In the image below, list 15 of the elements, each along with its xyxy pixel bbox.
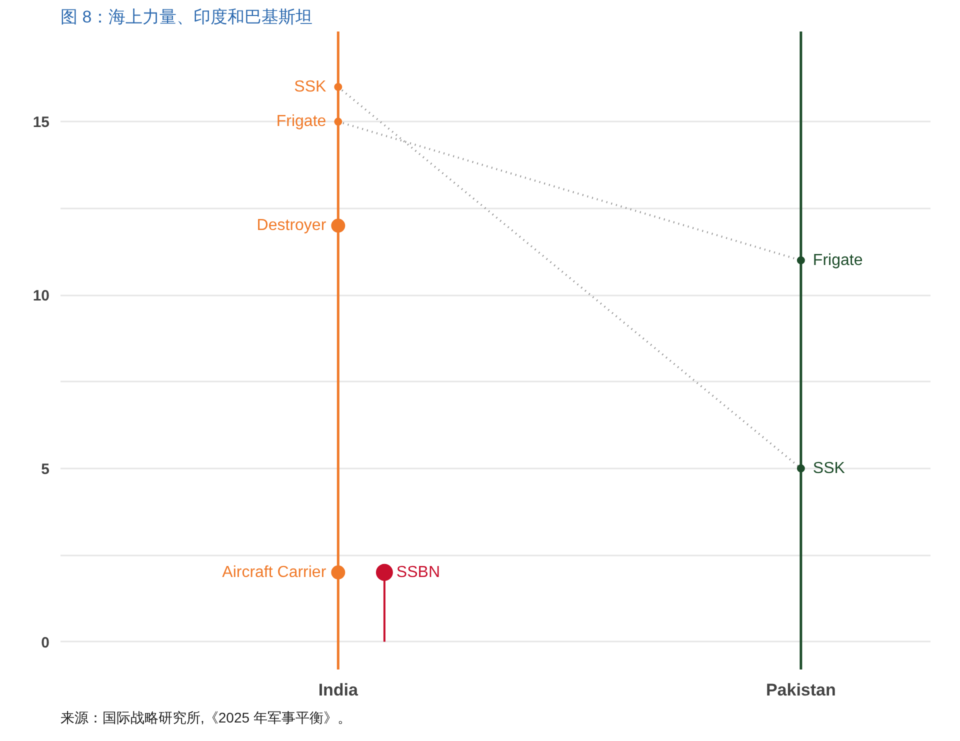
text: Frigate	[812, 252, 863, 269]
y-tick-label: 0	[41, 634, 50, 652]
y-tick-label: 10	[32, 288, 50, 305]
source-note: 来源：国际战略研究所,《2025 年军事平衡》。	[60, 710, 352, 726]
series-label: Destroyer	[256, 217, 327, 234]
y-tick-label: 5	[41, 460, 50, 478]
text: SSK	[812, 460, 845, 477]
series-label: SSK	[294, 78, 326, 96]
x-tick-label: Pakistan	[766, 680, 836, 700]
chart-title: 图 8：海上力量、印度和巴基斯坦	[60, 8, 313, 26]
series-label: Aircraft Carrier	[222, 564, 327, 581]
series-label: SSBN	[396, 564, 440, 581]
x-tick-label: India	[318, 680, 359, 700]
y-tick-label: 15	[32, 114, 50, 132]
series-label: Frigate	[276, 113, 326, 130]
